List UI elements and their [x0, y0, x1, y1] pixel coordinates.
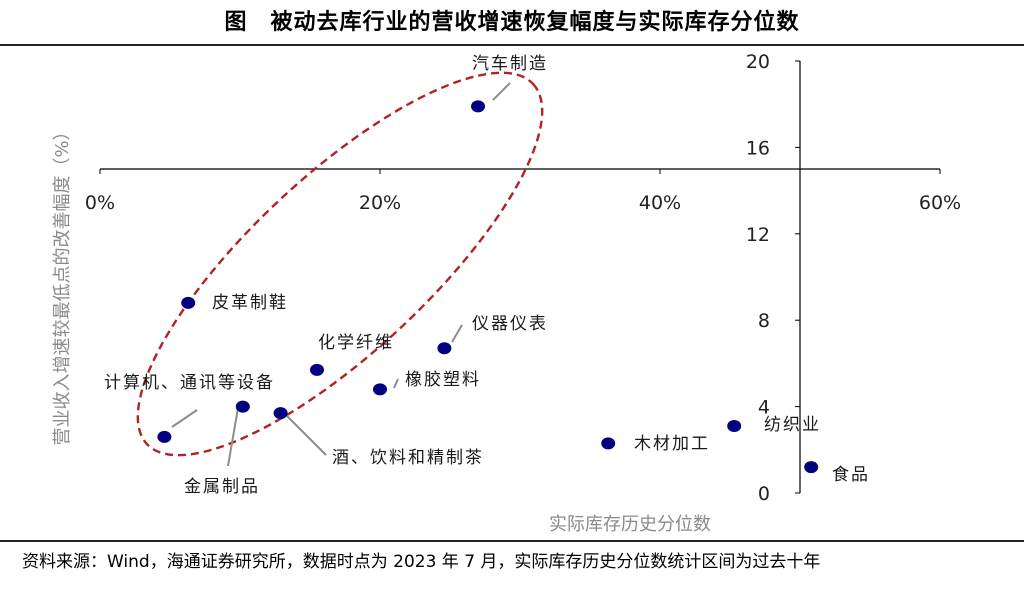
data-point-label: 食品 [832, 465, 870, 485]
data-point-label: 仪器仪表 [472, 314, 548, 334]
x-tick-label: 60% [919, 192, 961, 214]
data-point-label: 纺织业 [764, 415, 821, 435]
axes-layer: 0% 20% 40% 60% 0 4 8 12 16 20 [85, 51, 961, 505]
data-point-label: 酒、饮料和精制茶 [332, 448, 484, 468]
data-point-label: 橡胶塑料 [405, 370, 481, 390]
x-tick-label: 20% [359, 192, 401, 214]
data-point-label: 金属制品 [184, 477, 260, 497]
data-point [157, 430, 172, 443]
bottom-rule [0, 540, 1024, 542]
leader-line [451, 324, 463, 343]
figure-title: 图 被动去库行业的营收增速恢复幅度与实际库存分位数 [224, 9, 800, 35]
data-point [235, 400, 250, 413]
y-tick-label: 0 [758, 483, 770, 505]
leader-line [171, 409, 198, 428]
source-note: 资料来源：Wind，海通证券研究所，数据时点为 2023 年 7 月，实际库存历… [22, 552, 821, 572]
data-point [273, 407, 288, 420]
data-point [601, 437, 616, 450]
y-tick-label: 20 [746, 51, 770, 73]
data-point-label: 汽车制造 [472, 54, 548, 74]
y-tick-label: 12 [746, 224, 770, 246]
data-point-label: 化学纤维 [318, 333, 394, 353]
data-point [310, 363, 324, 376]
x-axis-title: 实际库存历史分位数 [549, 514, 711, 535]
leader-line [393, 378, 399, 389]
data-point-label: 皮革制鞋 [212, 293, 288, 313]
x-tick-label: 0% [85, 192, 115, 214]
y-tick-label: 8 [758, 310, 770, 332]
leader-line [227, 407, 239, 467]
data-point [804, 461, 819, 474]
data-point [727, 420, 742, 433]
y-tick-label: 4 [758, 397, 770, 419]
data-point-label: 计算机、通讯等设备 [104, 373, 275, 393]
x-tick-label: 40% [639, 192, 681, 214]
leader-lines-layer [171, 82, 511, 467]
leader-line [285, 414, 327, 456]
data-point [437, 342, 452, 355]
top-rule [0, 44, 1024, 46]
y-tick-label: 16 [746, 137, 770, 159]
highlight-ellipse [136, 71, 544, 457]
highlight-ellipse-layer [136, 71, 544, 457]
y-axis-title: 营业收入增速较最低点的改善幅度（%） [52, 122, 73, 445]
data-point-label: 木材加工 [634, 434, 710, 454]
data-point [181, 296, 196, 309]
leader-line [492, 82, 511, 101]
data-point [373, 383, 387, 396]
points-layer [157, 100, 819, 474]
data-point [471, 100, 485, 113]
